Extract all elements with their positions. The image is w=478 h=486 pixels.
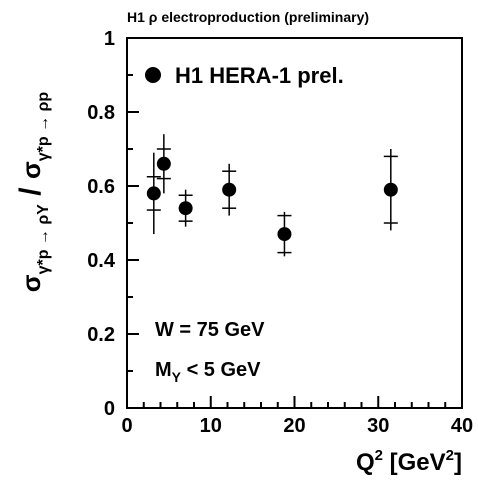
x-axis-label: Q2 [GeV2] xyxy=(356,447,462,476)
x-tick-label: 20 xyxy=(283,415,305,437)
y-tick-label: 0.4 xyxy=(87,250,116,272)
data-point xyxy=(178,201,193,216)
y-tick-label: 0.6 xyxy=(87,176,115,198)
legend-label: H1 HERA-1 prel. xyxy=(175,63,344,88)
y-tick-label: 0.2 xyxy=(87,324,115,346)
x-tick-label: 30 xyxy=(367,415,389,437)
x-label-part: ] xyxy=(454,449,462,476)
annotation: W = 75 GeV xyxy=(155,319,265,341)
x-label-part: Q xyxy=(356,449,375,476)
annotation-part: Y xyxy=(172,369,182,385)
annotation-part: M xyxy=(155,359,172,381)
y-axis-label: σγ*p → ρY / σγ*p → ρp xyxy=(14,92,52,293)
y-tick-label: 1 xyxy=(104,28,115,50)
chart-title: H1 ρ electroproduction (preliminary) xyxy=(127,9,369,25)
legend-marker xyxy=(145,67,161,83)
x-tick-label: 0 xyxy=(121,415,132,437)
x-label-part: 2 xyxy=(375,447,383,464)
y-label-part: γ*p → ρp xyxy=(35,92,52,162)
y-tick-label: 0 xyxy=(104,398,115,420)
y-label-part: σ xyxy=(16,274,46,292)
annotation: MY < 5 GeV xyxy=(155,359,261,385)
y-label-part: γ*p → ρY xyxy=(35,204,52,275)
annotation-part: < 5 GeV xyxy=(181,359,261,381)
x-label-part: [GeV xyxy=(383,449,446,476)
annotation-part: W = 75 GeV xyxy=(155,319,265,341)
x-tick-label: 10 xyxy=(200,415,222,437)
data-point xyxy=(222,182,237,197)
data-point xyxy=(156,156,171,171)
x-tick-label: 40 xyxy=(451,415,473,437)
data-point xyxy=(146,186,161,201)
plot-frame xyxy=(126,37,463,409)
y-label-part: / xyxy=(14,179,47,204)
x-label-part: 2 xyxy=(446,447,454,464)
data-point xyxy=(277,227,292,242)
y-label-part: σ xyxy=(16,161,46,179)
data-point xyxy=(383,182,398,197)
y-tick-label: 0.8 xyxy=(87,102,115,124)
